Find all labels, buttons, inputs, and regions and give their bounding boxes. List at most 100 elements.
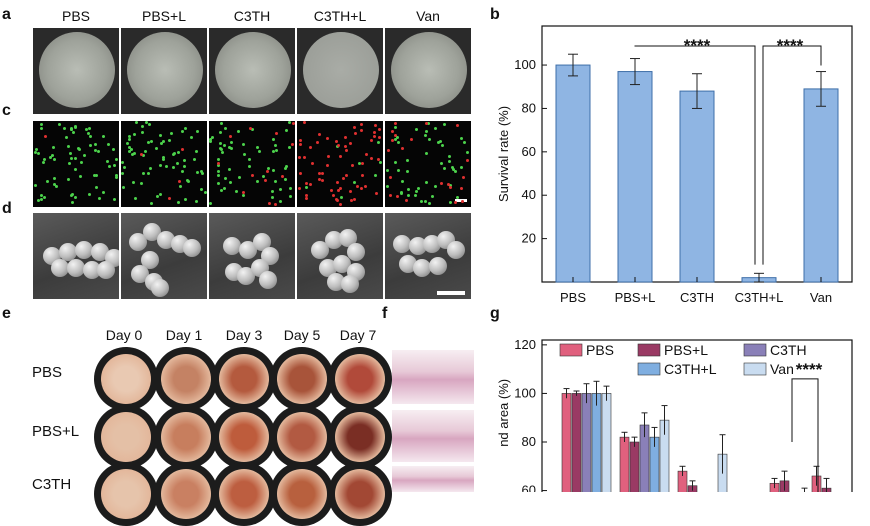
significance-bracket	[791, 378, 819, 492]
panel-label-b: b	[490, 6, 500, 23]
y-axis-label: nd area (%)	[496, 379, 511, 447]
scale-bar	[455, 199, 467, 202]
wound-photo	[328, 405, 392, 469]
sem-image-pbs	[33, 213, 119, 299]
wound-photo	[94, 462, 158, 526]
wound-photo	[328, 347, 392, 411]
wound-photo	[212, 462, 276, 526]
y-tick-label: 60	[522, 483, 536, 492]
significance-label: ****	[796, 360, 823, 379]
wound-photo	[154, 347, 218, 411]
col-header-pbsl: PBS+L	[142, 8, 186, 24]
significance-bracket	[634, 45, 756, 265]
legend-swatch	[637, 362, 661, 376]
panel-label-c: c	[2, 102, 11, 119]
day-header-5: Day 5	[283, 327, 321, 343]
y-tick-label: 100	[514, 385, 536, 400]
wound-photo	[270, 462, 334, 526]
y-axis-label: Survival rate (%)	[496, 106, 511, 202]
wound-photo	[212, 405, 276, 469]
wound-photo	[94, 405, 158, 469]
col-header-c3thl: C3TH+L	[313, 8, 367, 24]
scale-bar	[437, 291, 465, 295]
legend-swatch	[743, 343, 767, 357]
x-tick-label: C3TH	[680, 290, 714, 305]
wound-photo	[154, 462, 218, 526]
wound-photo	[94, 347, 158, 411]
y-tick-label: 100	[514, 57, 536, 72]
legend-swatch	[637, 343, 661, 357]
day-header-0: Day 0	[105, 327, 143, 343]
x-tick-label: PBS+L	[615, 290, 656, 305]
panel-label-e: e	[2, 305, 11, 322]
panel-label-a: a	[2, 6, 11, 23]
bar	[581, 393, 592, 492]
bar	[679, 90, 715, 283]
sem-image-c3th	[209, 213, 295, 299]
histology-image-pbs	[392, 350, 474, 404]
panel-label-g: g	[490, 305, 500, 322]
fluorescence-image-van	[385, 121, 471, 207]
wound-photo	[154, 405, 218, 469]
agar-plate-pbsl	[121, 28, 207, 114]
fluorescence-image-c3thl	[297, 121, 383, 207]
fluorescence-image-pbs	[33, 121, 119, 207]
y-tick-label: 60	[522, 144, 536, 159]
bar	[629, 441, 640, 492]
y-tick-label: 80	[522, 100, 536, 115]
bar	[561, 393, 572, 492]
bar	[591, 393, 602, 492]
bar	[601, 393, 612, 492]
significance-bracket	[762, 45, 822, 265]
day-header-3: Day 3	[225, 327, 263, 343]
bar	[571, 393, 582, 492]
row-label-pbs: PBS	[32, 364, 63, 381]
agar-plate-pbs	[33, 28, 119, 114]
col-header-pbs: PBS	[61, 8, 90, 24]
x-tick-label: C3TH+L	[735, 290, 784, 305]
panel-label-d: d	[2, 200, 12, 217]
day-header-7: Day 7	[339, 327, 377, 343]
survival-rate-chart: 20 40 60 80 100 Survival rate (%) PBS PBS+L C3TH…	[496, 25, 853, 305]
histology-image-c3th	[392, 466, 474, 492]
day-header-1: Day 1	[165, 327, 203, 343]
col-header-c3th: C3TH	[233, 8, 271, 24]
fluorescence-image-c3th	[209, 121, 295, 207]
plot-frame	[541, 339, 853, 492]
wound-area-chart: 60 80 100 120 nd area (%) PBS PBS+L C3TH C3TH+L V…	[496, 337, 853, 492]
wound-photo	[270, 347, 334, 411]
row-label-c3th: C3TH	[32, 476, 72, 493]
wound-photo	[328, 462, 392, 526]
panel-label-f: f	[382, 305, 388, 322]
fluorescence-image-pbsl	[121, 121, 207, 207]
sem-image-pbsl	[121, 213, 207, 299]
bar	[617, 71, 653, 283]
x-tick-label: PBS	[560, 290, 586, 305]
histology-image-pbsl	[392, 410, 474, 462]
row-label-pbsl: PBS+L	[32, 423, 80, 440]
legend-swatch	[559, 343, 583, 357]
bar	[803, 88, 839, 283]
wound-photo	[270, 405, 334, 469]
legend-label: C3TH	[770, 342, 807, 358]
col-header-van: Van	[416, 8, 440, 24]
significance-label: ****	[777, 36, 804, 55]
legend-label: C3TH+L	[664, 361, 717, 377]
legend-swatch	[743, 362, 767, 376]
x-tick-label: Van	[810, 290, 832, 305]
significance-label: ****	[684, 36, 711, 55]
y-tick-label: 20	[522, 231, 536, 246]
legend-label: PBS	[586, 342, 614, 358]
bar	[619, 436, 630, 492]
agar-plate-c3th	[209, 28, 295, 114]
agar-plate-van	[385, 28, 471, 114]
wound-photo	[212, 347, 276, 411]
agar-plate-c3thl	[297, 28, 383, 114]
legend-label: PBS+L	[664, 342, 708, 358]
bar	[555, 64, 591, 283]
y-tick-label: 80	[522, 434, 536, 449]
y-tick-label: 40	[522, 187, 536, 202]
sem-image-c3thl	[297, 213, 383, 299]
y-tick-label: 120	[514, 337, 536, 352]
legend-label: Van	[770, 361, 794, 377]
